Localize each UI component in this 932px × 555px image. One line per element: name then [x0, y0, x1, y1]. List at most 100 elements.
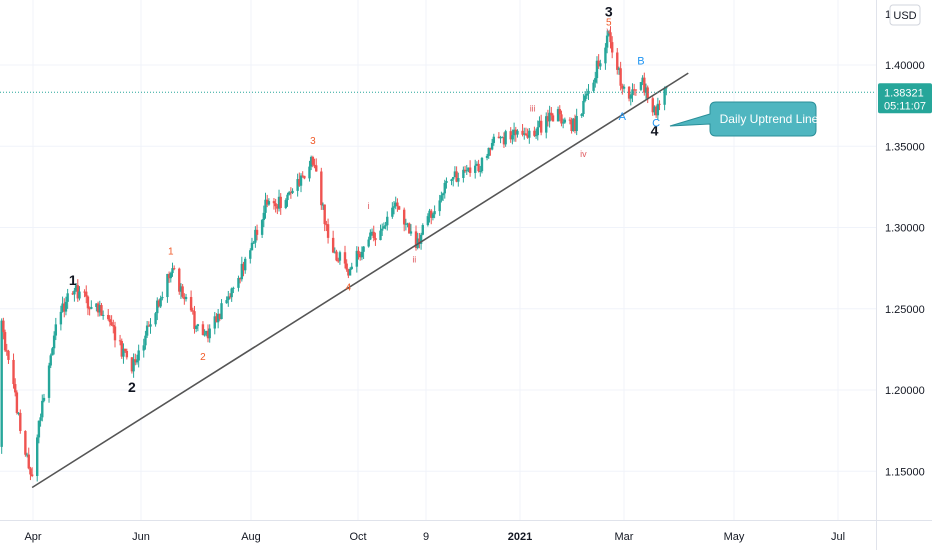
candle-body — [631, 89, 634, 96]
candle-body — [0, 320, 3, 447]
wave-label: 2 — [200, 352, 206, 363]
candle-body — [132, 359, 135, 372]
candle-body — [135, 360, 139, 363]
candle-body — [96, 303, 100, 313]
candle-body — [467, 167, 470, 171]
candle-body — [563, 119, 567, 123]
candle-body — [394, 202, 397, 207]
candle-body — [572, 118, 575, 131]
candle-body — [617, 68, 621, 70]
candle-body — [183, 296, 186, 300]
candle-body — [418, 238, 421, 244]
candle-body — [39, 417, 42, 421]
candle-body — [526, 135, 529, 138]
candle-body — [208, 328, 211, 339]
candle-body — [426, 216, 430, 226]
currency-button[interactable] — [889, 4, 921, 26]
candle-body — [512, 129, 516, 136]
candle-body — [465, 170, 468, 172]
candle-body — [323, 204, 326, 225]
candle-body — [362, 246, 365, 252]
candle-body — [15, 392, 19, 413]
candle-body — [2, 320, 5, 333]
overlays[interactable]: Daily Uptrend Line — [0, 91, 876, 137]
candle-body — [88, 308, 91, 310]
candle-body — [228, 296, 232, 298]
candle-body — [521, 130, 524, 135]
candle-body — [27, 454, 30, 469]
wave-label: 2 — [128, 379, 136, 395]
candle-body — [556, 109, 560, 122]
candle-body — [396, 202, 399, 207]
callout-bubble[interactable] — [669, 101, 817, 137]
wave-label: ii — [412, 254, 416, 264]
candle-body — [298, 179, 301, 186]
candle-body — [313, 164, 316, 166]
candle-body — [538, 120, 541, 128]
candle-body — [380, 228, 384, 231]
candle-body — [255, 229, 259, 235]
candle-body — [249, 250, 252, 259]
candle-body — [218, 313, 222, 320]
candle-body — [656, 103, 660, 116]
candle-body — [108, 319, 112, 323]
y-tick-label: 1.15000 — [885, 466, 925, 478]
candle-body — [408, 223, 411, 234]
candle-body — [122, 348, 125, 357]
candle-body — [492, 136, 496, 143]
candle-body — [585, 93, 589, 96]
candle-body — [320, 171, 323, 206]
candle-body — [14, 384, 17, 393]
candle-body — [7, 350, 10, 360]
candle-body — [335, 251, 338, 261]
candle-body — [172, 268, 176, 270]
candle-body — [629, 95, 632, 99]
candle-body — [238, 278, 242, 280]
candle-body — [453, 171, 457, 178]
grid — [0, 0, 876, 520]
trendlines[interactable] — [31, 72, 689, 489]
candle-body — [130, 357, 134, 372]
candle-body — [125, 350, 129, 358]
candle-body — [29, 468, 32, 475]
candle-body — [220, 303, 223, 320]
candle-body — [101, 314, 105, 316]
candle-body — [653, 106, 656, 113]
candle-body — [487, 147, 490, 156]
candle-body — [431, 214, 435, 218]
candle-body — [392, 206, 396, 208]
x-tick-label: 9 — [423, 531, 429, 543]
candle-body — [560, 114, 563, 124]
candle-body — [548, 112, 551, 122]
candle-body — [171, 268, 174, 274]
candle-body — [52, 335, 56, 349]
candle-body — [36, 437, 39, 476]
candle-body — [206, 330, 210, 339]
y-tick-label: 1.35000 — [885, 141, 925, 153]
x-tick-label: Oct — [349, 531, 366, 543]
candle-body — [154, 313, 157, 325]
candle-body — [5, 350, 8, 352]
candle-body — [59, 311, 63, 325]
candle-body — [409, 231, 413, 234]
candle-body — [534, 135, 538, 137]
candle-body — [303, 175, 306, 179]
candle-body — [369, 232, 372, 240]
candle-body — [568, 119, 572, 121]
candle-body — [619, 68, 622, 86]
daily-uptrend-line[interactable] — [31, 72, 689, 489]
candle-body — [463, 169, 467, 171]
y-tick-label: 1.20000 — [885, 385, 925, 397]
wave-label: 5 — [606, 17, 612, 28]
candle-body — [374, 238, 377, 241]
candle-body — [599, 63, 602, 67]
candle-body — [583, 95, 587, 101]
wave-label: 4 — [651, 122, 659, 138]
candle-body — [404, 223, 408, 225]
candle-body — [551, 115, 555, 122]
candle-body — [546, 116, 550, 122]
wave-label: 3 — [605, 4, 613, 20]
